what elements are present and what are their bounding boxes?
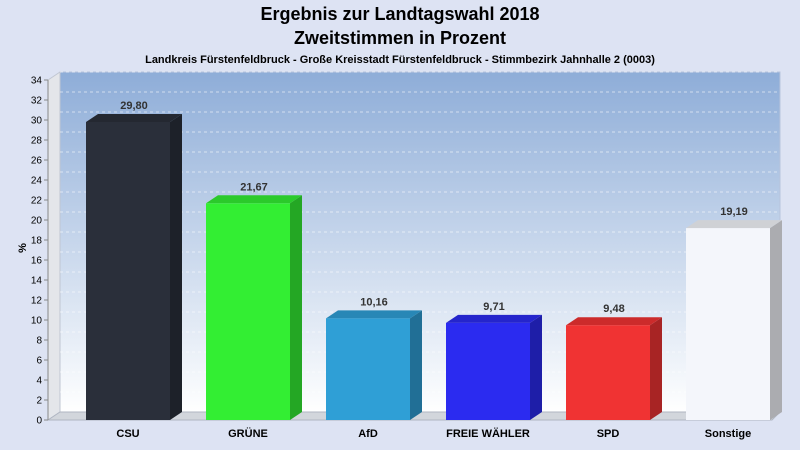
chart-district-caption: Landkreis Fürstenfeldbruck - Große Kreis…: [145, 54, 655, 66]
x-tick-label: SPD: [597, 428, 620, 440]
bar-value-label: 9,71: [483, 301, 504, 313]
x-tick-label: GRÜNE: [228, 427, 268, 440]
y-tick-label: 22: [31, 196, 43, 207]
y-tick-label: 4: [36, 376, 42, 387]
bars-group: 29,80 21,67 10,16 9,71 9,48 19,19: [86, 100, 782, 420]
bar-value-label: 9,48: [603, 303, 624, 315]
bar-sonstige: [686, 220, 782, 420]
y-tick-label: 0: [36, 416, 42, 427]
x-tick-label: Sonstige: [705, 428, 751, 440]
x-tick-label: FREIE WÄHLER: [446, 427, 530, 440]
y-tick-label: 34: [31, 76, 43, 87]
y-tick-label: 10: [31, 316, 43, 327]
y-tick-label: 30: [31, 116, 43, 127]
y-tick-label: 12: [31, 296, 43, 307]
bar-value-label: 19,19: [720, 206, 748, 218]
y-tick-label: 26: [31, 156, 43, 167]
bar-freie-wähler: [446, 314, 542, 420]
chart-title: Ergebnis zur Landtagswahl 2018: [260, 4, 540, 24]
bar-afd: [326, 310, 422, 420]
y-tick-label: 24: [31, 176, 43, 187]
y-tick-label: 6: [36, 356, 42, 367]
y-tick-label: 14: [31, 276, 43, 287]
y-axis-label: %: [17, 243, 29, 253]
x-tick-label: CSU: [116, 428, 139, 440]
x-axis: CSU GRÜNE AfD FREIE WÄHLER SPD Sonstige: [116, 427, 751, 440]
bar-csu: [86, 114, 182, 420]
bar-value-label: 29,80: [120, 100, 148, 112]
y-tick-label: 28: [31, 136, 43, 147]
y-tick-label: 20: [31, 216, 43, 227]
chart-subtitle: Zweitstimmen in Prozent: [293, 28, 507, 48]
x-tick-label: AfD: [358, 428, 378, 440]
y-tick-label: 18: [31, 236, 43, 247]
bar-grüne: [206, 195, 302, 420]
bar-spd: [566, 317, 662, 420]
y-tick-label: 2: [36, 396, 42, 407]
y-tick-label: 8: [36, 336, 42, 347]
bar-value-label: 21,67: [240, 181, 268, 193]
y-tick-label: 32: [31, 96, 43, 107]
y-tick-label: 16: [31, 256, 43, 267]
bar-value-label: 10,16: [360, 296, 388, 308]
